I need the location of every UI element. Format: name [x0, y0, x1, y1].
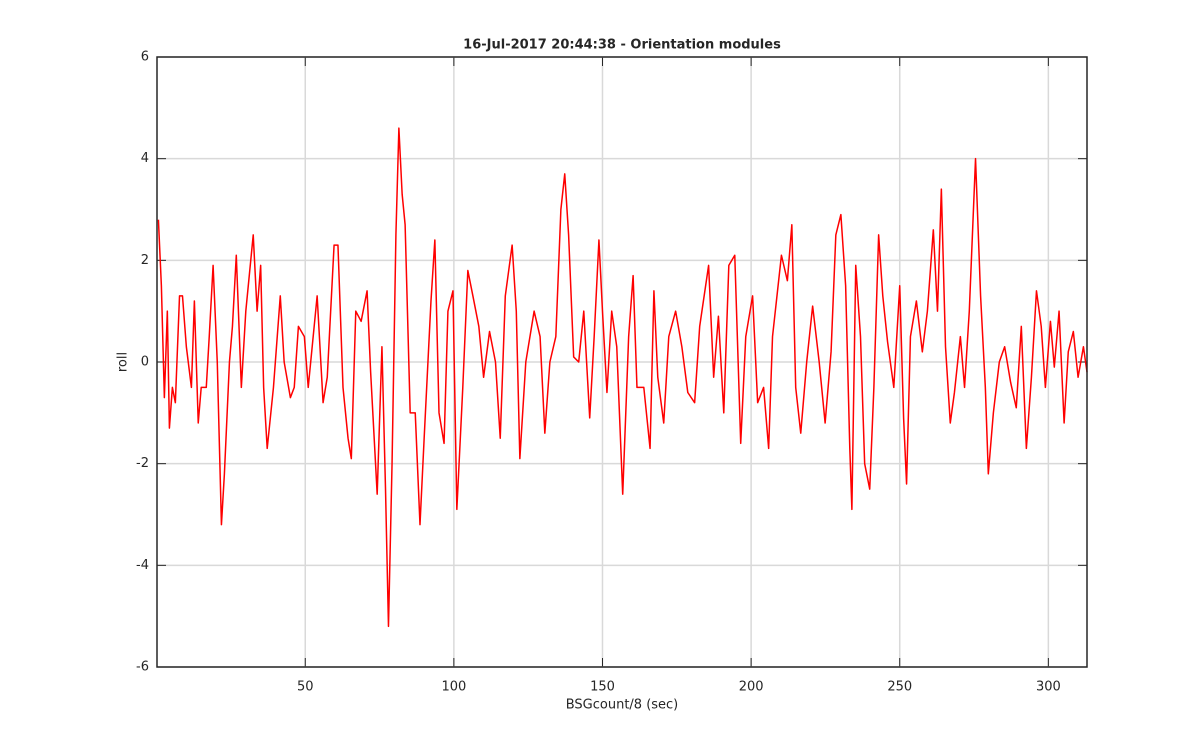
x-tick-label: 150 [590, 680, 615, 695]
axes-box [156, 56, 1088, 668]
y-tick-label: 4 [141, 151, 149, 166]
x-tick-label: 250 [887, 680, 912, 695]
y-axis-label: roll [116, 352, 131, 372]
x-tick-label: 50 [297, 680, 314, 695]
y-tick-label: 2 [141, 253, 149, 268]
y-tick-label: 6 [141, 50, 149, 65]
y-tick-label: -4 [136, 558, 149, 573]
x-axis-label: BSGcount/8 (sec) [566, 698, 679, 713]
y-tick-label: -6 [136, 660, 149, 675]
y-tick-label: 0 [141, 355, 149, 370]
chart-title: 16-Jul-2017 20:44:38 - Orientation modul… [463, 38, 781, 53]
x-tick-label: 300 [1036, 680, 1061, 695]
data-line [157, 127, 1088, 628]
x-tick-label: 100 [441, 680, 466, 695]
x-tick-label: 200 [739, 680, 764, 695]
y-tick-label: -2 [136, 456, 149, 471]
